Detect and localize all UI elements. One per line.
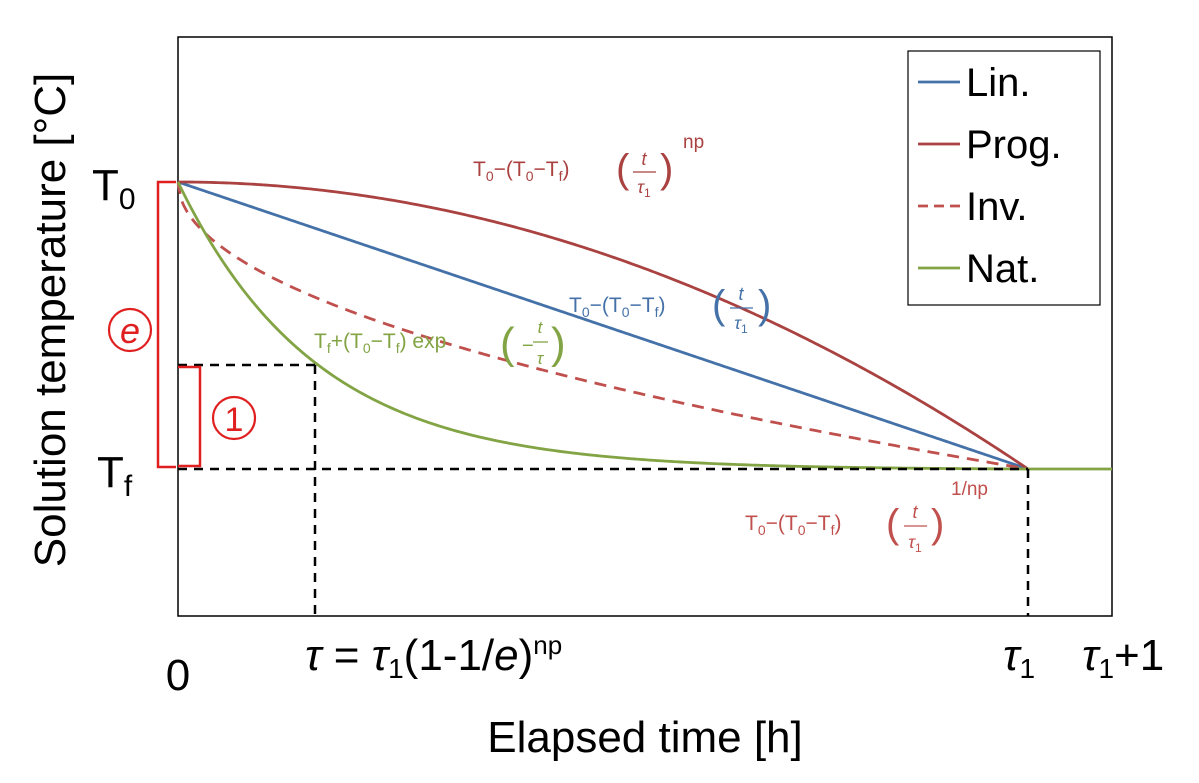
y-tick-tf: Tf — [97, 448, 133, 503]
svg-text:(: ( — [500, 319, 515, 368]
svg-text:np: np — [683, 132, 704, 153]
formula-lin: T0−(T0−Tf) ( t τ1 ) — [569, 283, 771, 336]
svg-text:T0−(T0−Tf): T0−(T0−Tf) — [745, 512, 842, 538]
svg-text:τ1: τ1 — [637, 177, 651, 200]
one-symbol: 1 — [225, 401, 244, 439]
formula-inv: T0−(T0−Tf) ( t τ1 ) 1/np — [745, 479, 988, 555]
series-line-prog — [178, 180, 1029, 471]
legend-label-prog: Prog. — [966, 123, 1062, 167]
one-circle — [211, 395, 257, 441]
formula-prog: T0−(T0−Tf) ( t τ1 ) np — [473, 132, 704, 200]
y-tick-t0: T0 — [92, 161, 136, 216]
formula-nat: Tf+(T0−Tf) exp ( − t τ ) — [314, 318, 566, 368]
svg-text:1/np: 1/np — [951, 479, 988, 500]
svg-text:): ) — [758, 283, 771, 327]
svg-text:Tf+(T0−Tf) exp: Tf+(T0−Tf) exp — [314, 330, 446, 356]
legend: Lin. Prog. Inv. Nat. — [907, 50, 1101, 306]
svg-text:t: t — [641, 149, 647, 169]
svg-text:(: ( — [886, 502, 900, 546]
svg-text:t: t — [912, 502, 918, 522]
svg-text:): ) — [551, 319, 566, 368]
x-tick-tau1: τ1 — [1003, 631, 1035, 684]
legend-label-inv: Inv. — [966, 185, 1028, 229]
reference-lines — [178, 363, 1030, 616]
svg-text:T0−(T0−Tf): T0−(T0−Tf) — [569, 294, 666, 320]
legend-label-lin: Lin. — [966, 61, 1031, 105]
svg-text:τ1: τ1 — [908, 532, 922, 555]
legend-box — [907, 50, 1101, 306]
x-tick-tau: τ = τ1(1-1/e)np — [305, 630, 562, 684]
y-axis-label: Solution temperature [°C] — [26, 73, 75, 568]
e-symbol: e — [120, 310, 140, 351]
svg-text:(: ( — [616, 147, 630, 191]
x-tick-zero: 0 — [166, 651, 190, 700]
e-circle — [107, 307, 153, 353]
svg-text:τ: τ — [537, 349, 545, 368]
svg-text:(: ( — [712, 283, 726, 327]
svg-text:T0−(T0−Tf): T0−(T0−Tf) — [473, 158, 570, 184]
svg-text:τ1: τ1 — [734, 313, 748, 336]
svg-text:): ) — [660, 147, 673, 191]
x-axis-label: Elapsed time [h] — [487, 713, 803, 762]
series-line-lin — [177, 180, 1029, 471]
legend-label-nat: Nat. — [966, 247, 1039, 291]
plot-area — [177, 36, 1113, 617]
series-line-inv — [176, 181, 1029, 471]
svg-text:): ) — [931, 502, 944, 546]
svg-text:t: t — [538, 318, 544, 337]
one-bracket — [178, 365, 202, 468]
svg-text:t: t — [738, 284, 744, 304]
svg-text:−: − — [522, 335, 534, 357]
e-bracket — [156, 180, 176, 469]
x-tick-tau1-plus-1: τ1+1 — [1082, 631, 1164, 684]
